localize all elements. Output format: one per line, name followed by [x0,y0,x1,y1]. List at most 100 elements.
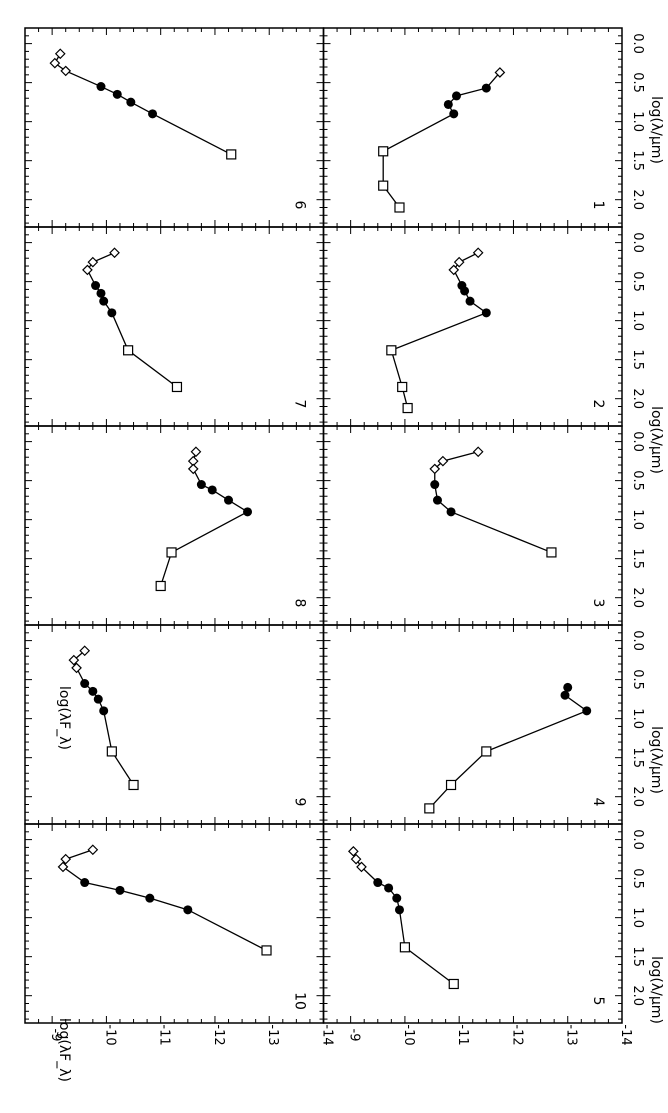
x-tick-label: 2.0 [630,388,645,409]
diamond-point [109,247,120,259]
diamond-point [79,645,91,657]
circle-point [446,507,456,517]
circle-point [112,89,122,99]
panel-number: 7 [292,400,308,409]
x-tick-label: 2.0 [630,786,645,807]
y-tick-label: -9 [48,1029,63,1042]
circle-point [91,281,101,291]
sed-line [62,849,267,952]
circle-point [99,296,109,306]
circle-point [183,905,193,915]
y-tick-label: -13 [265,1024,280,1045]
square-point [378,146,389,157]
diamond-point [348,845,359,857]
diamond-point [54,48,66,60]
x-tick-label: 1.5 [630,548,645,569]
diamond-point [350,853,362,865]
y-tick-label: -13 [564,1024,579,1045]
x-tick-label: 1.0 [630,310,645,331]
x-tick-label: 0.0 [630,431,645,452]
diamond-point [87,844,99,856]
diamond-point [429,463,441,475]
panel-4: 0.0 0.5 1.0 1.5 2.0 4 [322,624,645,825]
panel-frame [322,823,623,1024]
sed-line [352,851,455,985]
circle-point [148,109,158,119]
circle-point [99,706,109,716]
panel-1: 0.0 0.5 1.0 1.5 2.0 1 [322,27,645,228]
square-point [386,345,397,356]
xlabel-bottom: log(λ/μm) [648,956,664,1024]
diamond-point [472,446,484,458]
square-point [106,746,117,757]
circle-point [207,485,217,495]
square-point [226,149,237,160]
axis-labels: log(λF_λ) log(λF_λ) log(λ/μm) log(λ/μm) … [56,96,664,1082]
circle-point [126,97,136,107]
x-tick-label: 0.5 [630,669,645,690]
square-point [424,803,435,814]
diamond-point [356,861,367,873]
circle-point [145,893,155,903]
x-tick-label: 0.5 [630,271,645,292]
panel-6: 6 [24,27,325,228]
panel-frame [322,27,623,228]
square-point [399,942,411,953]
panel-number: 9 [292,798,308,807]
y-tick-label: -11 [157,1024,172,1045]
circle-point [451,91,461,101]
panels: 0.0 0.5 1.0 1.5 2.0 1 0.0 0.5 1.0 1.5 2.0 2 0.0 0.5 1.… [24,27,645,1046]
circle-point [80,878,90,888]
circle-point [481,308,491,318]
circle-point [107,308,117,318]
panel-10: -9 -10 -11 -12 -13 -14 10 [24,823,335,1046]
panel-8: 8 [24,425,325,626]
circle-point [115,885,125,895]
diamond-point [68,654,80,666]
square-point [171,381,183,393]
panel-7: 7 [24,226,325,427]
xlabel-left: log(λ/μm) [648,96,664,164]
y-tick-label: -11 [455,1024,470,1045]
diamond-point [60,853,72,865]
circle-point [481,83,491,93]
square-point [166,547,177,558]
circle-point [430,480,440,490]
x-tick-label: 1.5 [630,150,645,171]
panel-2: 0.0 0.5 1.0 1.5 2.0 2 [322,226,645,427]
panel-frame [24,823,325,1024]
y-tick-label: -10 [102,1024,117,1045]
x-tick-label: 2.0 [630,985,645,1006]
x-tick-label: 1.0 [630,708,645,729]
square-point [128,779,139,791]
square-point [397,381,408,393]
sed-line [73,650,135,786]
x-tick-label: 1.5 [630,747,645,768]
y-tick-label: -10 [401,1024,416,1045]
diamond-point [187,463,199,475]
diamond-point [57,861,69,873]
sed-line [428,687,589,809]
circle-point [93,694,103,704]
circle-point [80,679,90,689]
diamond-point [190,446,202,458]
circle-point [449,109,459,119]
x-tick-label: 1.0 [630,509,645,530]
circle-point [563,682,573,692]
circle-point [224,495,234,505]
sed-line [86,252,178,388]
panel-frame [24,226,325,427]
circle-point [392,893,402,903]
y-tick-label: -14 [320,1024,335,1045]
circle-point [582,706,592,716]
panel-3: 0.0 0.5 1.0 1.5 2.0 3 [322,425,645,626]
circle-point [465,296,475,306]
square-point [155,580,166,592]
x-tick-label: 0.0 [630,33,645,54]
square-point [445,779,457,791]
y-tick-label: -14 [618,1024,633,1045]
panel-number: 1 [590,201,606,210]
panel-number: 5 [590,997,606,1006]
circle-point [560,690,570,700]
